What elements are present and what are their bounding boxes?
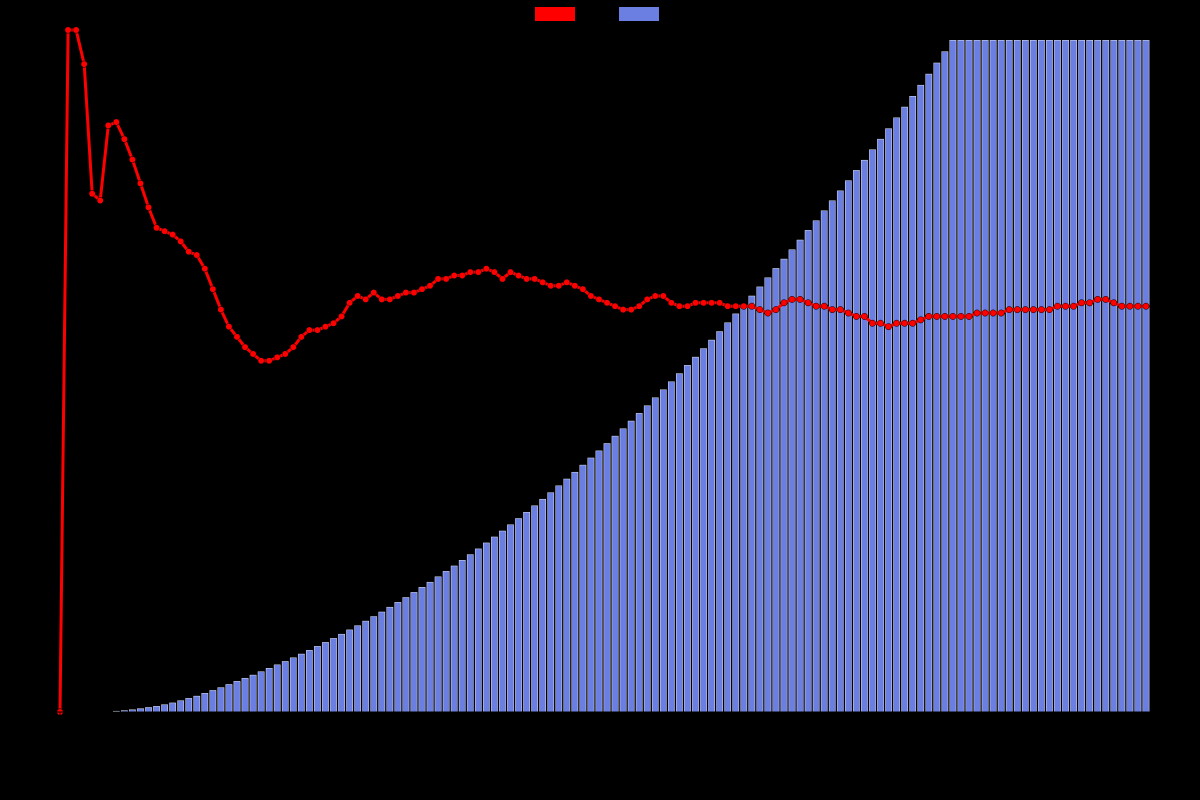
legend-swatch-line <box>534 6 576 22</box>
legend-item-bar <box>618 6 666 22</box>
legend-item-line <box>534 6 582 22</box>
chart-svg <box>0 0 1200 800</box>
legend <box>0 6 1200 22</box>
legend-swatch-bar <box>618 6 660 22</box>
chart-container: 3,03,23,43,63,84,04,24,44,64,85,002 0004… <box>0 0 1200 800</box>
